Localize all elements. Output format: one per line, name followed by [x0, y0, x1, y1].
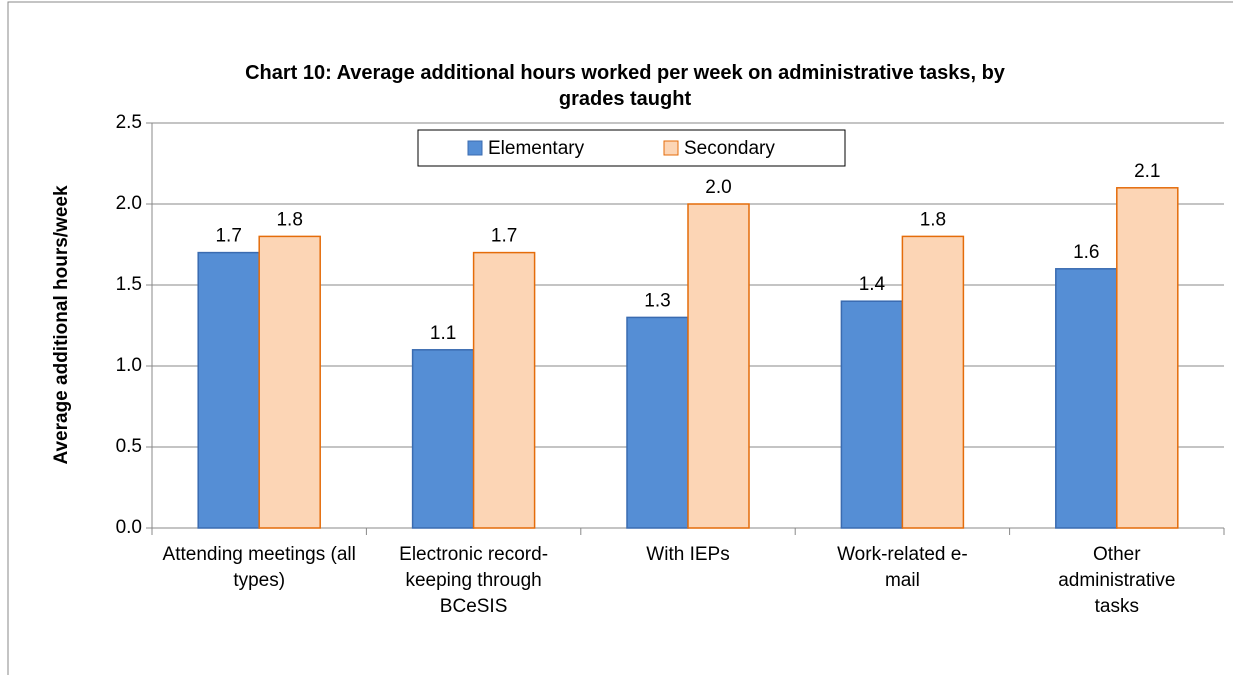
y-tick-label: 1.5 — [116, 274, 142, 295]
y-tick-label: 0.5 — [116, 436, 142, 457]
data-label: 1.3 — [644, 290, 670, 311]
y-tick-label: 1.0 — [116, 355, 142, 376]
y-tick-label: 2.5 — [116, 112, 142, 133]
x-tick-label: Electronic record-keeping through BCeSIS — [399, 544, 549, 617]
data-label: 1.7 — [491, 226, 517, 247]
bar — [258, 235, 321, 529]
data-label: 1.8 — [276, 209, 302, 230]
legend-swatch — [467, 140, 483, 156]
bar — [840, 300, 904, 529]
x-tick-label: Attending meetings (all types) — [162, 544, 356, 591]
x-tick-label: Work-related e-mail — [837, 544, 968, 591]
data-label: 1.4 — [859, 274, 886, 295]
data-label: 1.8 — [920, 209, 946, 230]
legend-label: Secondary — [684, 138, 775, 159]
bar — [472, 251, 536, 529]
data-label: 1.6 — [1073, 242, 1099, 263]
bar — [901, 235, 965, 529]
data-label: 2.1 — [1134, 161, 1160, 182]
legend-box — [417, 129, 846, 167]
chart-frame — [7, 1, 1233, 675]
legend-swatch — [663, 140, 679, 156]
bar — [1055, 268, 1118, 529]
x-tick-label: With IEPs — [646, 544, 730, 565]
legend-label: Elementary — [488, 138, 585, 159]
y-axis-label: Average additional hours/week — [51, 185, 72, 465]
bar — [626, 316, 689, 529]
bar — [411, 349, 475, 529]
data-label: 1.7 — [215, 226, 241, 247]
bar — [197, 251, 260, 529]
y-tick-label: 2.0 — [116, 193, 142, 214]
chart-title: Chart 10: Average additional hours worke… — [245, 62, 1005, 110]
bar — [687, 203, 750, 529]
bar — [1116, 187, 1179, 529]
data-label: 2.0 — [705, 177, 731, 198]
y-tick-label: 0.0 — [116, 517, 142, 538]
x-tick-label: Other administrative tasks — [1058, 544, 1176, 617]
data-label: 1.1 — [430, 323, 456, 344]
